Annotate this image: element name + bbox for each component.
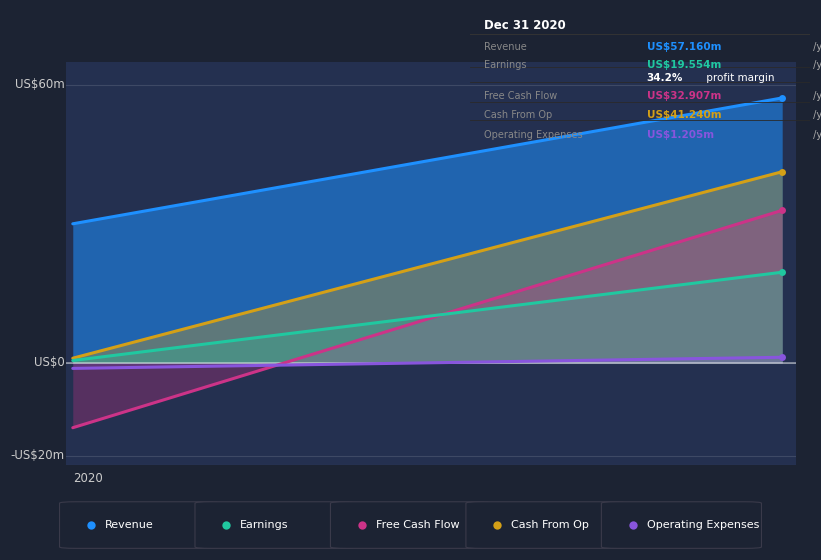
FancyBboxPatch shape — [59, 502, 220, 548]
Text: Revenue: Revenue — [484, 41, 526, 52]
Text: Earnings: Earnings — [484, 59, 526, 69]
Text: /yr: /yr — [810, 59, 821, 69]
Text: US$41.240m: US$41.240m — [647, 110, 722, 120]
Text: Operating Expenses: Operating Expenses — [484, 130, 582, 140]
Text: 2020: 2020 — [73, 472, 103, 485]
Text: Cash From Op: Cash From Op — [484, 110, 552, 120]
FancyBboxPatch shape — [330, 502, 491, 548]
Text: Operating Expenses: Operating Expenses — [647, 520, 759, 530]
Text: 34.2%: 34.2% — [647, 73, 683, 83]
FancyBboxPatch shape — [601, 502, 762, 548]
Text: Free Cash Flow: Free Cash Flow — [484, 91, 557, 101]
Text: US$19.554m: US$19.554m — [647, 59, 721, 69]
Text: /yr: /yr — [810, 110, 821, 120]
Text: /yr: /yr — [810, 41, 821, 52]
Text: profit margin: profit margin — [703, 73, 774, 83]
Text: Revenue: Revenue — [104, 520, 154, 530]
Text: US$1.205m: US$1.205m — [647, 130, 714, 140]
Text: /yr: /yr — [810, 130, 821, 140]
Text: Free Cash Flow: Free Cash Flow — [376, 520, 459, 530]
Text: US$0: US$0 — [34, 356, 64, 370]
Text: Dec 31 2020: Dec 31 2020 — [484, 19, 566, 32]
Text: Earnings: Earnings — [240, 520, 289, 530]
Text: /yr: /yr — [810, 91, 821, 101]
Text: Cash From Op: Cash From Op — [511, 520, 589, 530]
FancyBboxPatch shape — [195, 502, 355, 548]
Text: -US$20m: -US$20m — [11, 449, 64, 462]
FancyBboxPatch shape — [466, 502, 626, 548]
Text: US$60m: US$60m — [15, 78, 64, 91]
Text: US$32.907m: US$32.907m — [647, 91, 721, 101]
Text: US$57.160m: US$57.160m — [647, 41, 722, 52]
